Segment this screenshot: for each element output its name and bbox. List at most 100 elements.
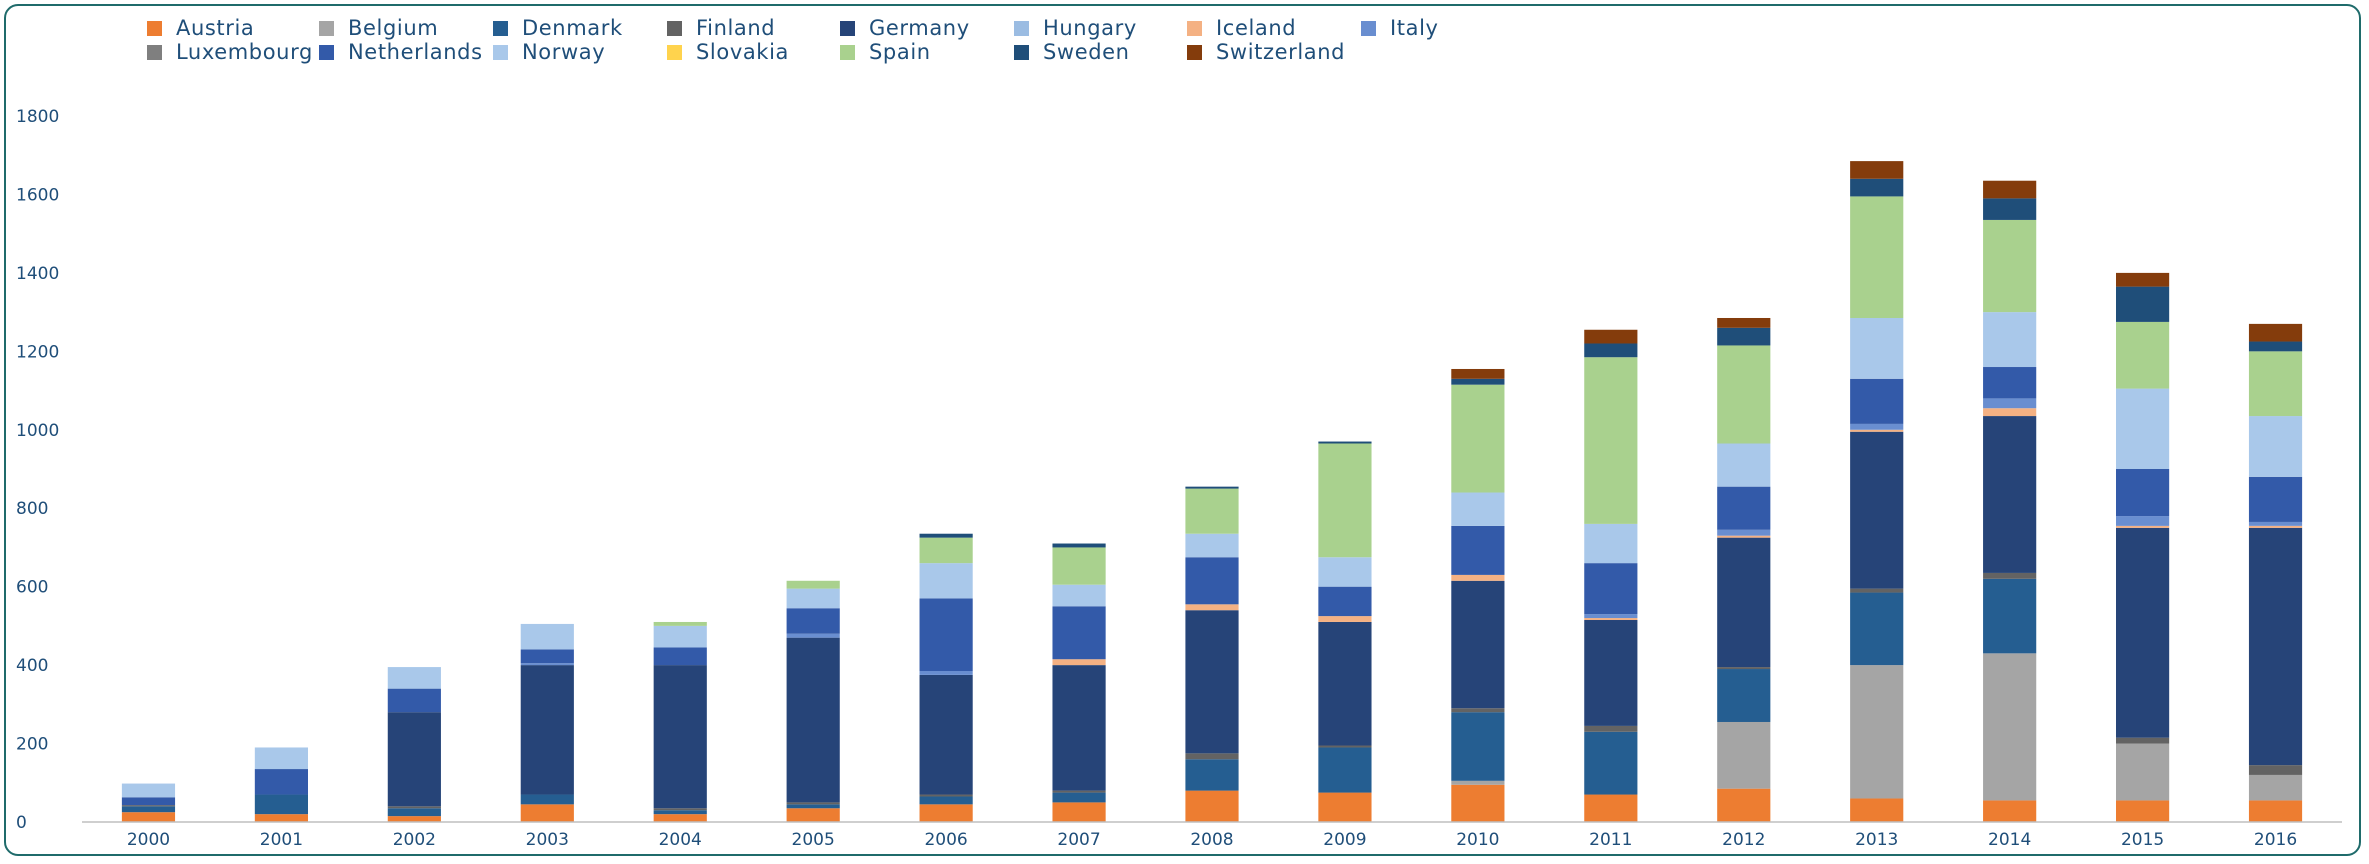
bar-segment-spain-2008 [1185, 488, 1239, 534]
bar-stack-2000 [121, 783, 176, 822]
legend-label-hungary: Hungary [1043, 16, 1137, 40]
legend-swatch-hungary [1014, 20, 1029, 36]
legend-item-germany: Germany [840, 16, 970, 40]
y-tick-label: 400 [16, 656, 48, 676]
bar-segment-norway-2016 [2248, 416, 2303, 477]
bar-segment-norway-2013 [1850, 317, 1904, 379]
bar-segment-norway-2011 [1584, 523, 1638, 564]
bar-segment-italy-2013 [1850, 423, 1904, 430]
bar-segment-belgium-2012 [1717, 721, 1771, 789]
bar-segment-finland-2015 [2116, 737, 2170, 744]
legend-item-netherlands: Netherlands [319, 40, 483, 64]
bar-segment-finland-2016 [2248, 765, 2303, 775]
bar-segment-germany-2005 [786, 637, 840, 803]
bar-segment-spain-2006 [919, 537, 973, 564]
legend-swatch-austria [147, 20, 162, 36]
bar-segment-austria-2000 [121, 812, 176, 822]
legend-swatch-italy [1361, 20, 1376, 36]
bar-segment-netherlands-2003 [520, 649, 574, 664]
x-tick-label: 2003 [526, 830, 569, 850]
bar-segment-spain-2014 [1983, 219, 2037, 313]
bar-segment-spain-2016 [2248, 351, 2303, 417]
legend-item-norway: Norway [493, 40, 605, 64]
legend-swatch-finland [667, 20, 682, 36]
bar-segment-austria-2014 [1983, 800, 2037, 822]
bar-segment-iceland-2008 [1185, 604, 1239, 611]
bar-segment-italy-2016 [2248, 521, 2303, 526]
bar-segment-denmark-2007 [1052, 792, 1106, 803]
bar-segment-sweden-2012 [1717, 327, 1771, 346]
legend-label-slovakia: Slovakia [696, 40, 789, 64]
y-tick-label: 200 [16, 735, 48, 755]
bar-segment-italy-2005 [786, 633, 840, 638]
bar-segment-austria-2013 [1850, 798, 1904, 822]
bar-segment-finland-2009 [1318, 745, 1372, 748]
legend-item-sweden: Sweden [1014, 40, 1130, 64]
legend-item-italy: Italy [1361, 16, 1439, 40]
bar-stack-2008 [1185, 486, 1239, 822]
y-tick-label: 1600 [16, 185, 59, 205]
x-tick-label: 2007 [1057, 830, 1100, 850]
bar-segment-iceland-2016 [2248, 525, 2303, 528]
bar-segment-netherlands-2001 [254, 769, 308, 795]
bar-segment-austria-2016 [2248, 800, 2303, 822]
bar-segment-netherlands-2004 [653, 647, 707, 666]
bar-stack-2005 [786, 580, 840, 822]
bar-segment-belgium-2013 [1850, 665, 1904, 799]
bar-stack-2006 [919, 533, 973, 822]
legend-label-norway: Norway [522, 40, 606, 64]
bar-segment-netherlands-2011 [1584, 563, 1638, 615]
bar-segment-germany-2013 [1850, 431, 1904, 589]
bar-segment-sweden-2016 [2248, 341, 2303, 352]
bar-segment-belgium-2014 [1983, 653, 2037, 801]
bar-segment-austria-2008 [1185, 790, 1239, 822]
legend-swatch-iceland [1187, 20, 1202, 36]
bar-segment-denmark-2003 [520, 794, 574, 805]
bar-stack-2016 [2248, 323, 2303, 822]
bar-segment-netherlands-2005 [786, 608, 840, 634]
legend-item-finland: Finland [667, 16, 775, 40]
bar-segment-spain-2010 [1451, 384, 1505, 493]
bar-segment-netherlands-2016 [2248, 476, 2303, 522]
legend-label-spain: Spain [869, 40, 931, 64]
bar-stack-2014 [1983, 180, 2037, 822]
bar-segment-germany-2012 [1717, 537, 1771, 668]
bar-stack-2002 [387, 667, 441, 822]
bar-segment-austria-2010 [1451, 784, 1505, 822]
legend-item-hungary: Hungary [1014, 16, 1137, 40]
y-axis: 0 200 400 600 800 1000 1200 1400 1600 1800 [16, 107, 59, 833]
bar-segment-finland-2007 [1052, 790, 1106, 793]
legend-label-denmark: Denmark [522, 16, 623, 40]
bar-segment-sweden-2009 [1318, 441, 1372, 444]
legend-swatch-sweden [1014, 44, 1029, 60]
bar-segment-denmark-2005 [786, 804, 840, 809]
bar-segment-germany-2003 [520, 665, 574, 795]
bar-segment-finland-2006 [919, 794, 973, 797]
legend-label-netherlands: Netherlands [348, 40, 483, 64]
bar-segment-netherlands-2010 [1451, 525, 1505, 575]
bar-segment-switzerland-2015 [2116, 272, 2170, 287]
legend-swatch-switzerland [1187, 44, 1202, 60]
bar-segment-italy-2014 [1983, 398, 2037, 409]
bar-segment-germany-2010 [1451, 580, 1505, 709]
x-tick-label: 2001 [260, 830, 303, 850]
bar-segment-sweden-2014 [1983, 198, 2037, 220]
bar-segment-sweden-2008 [1185, 486, 1239, 489]
bar-segment-norway-2015 [2116, 388, 2170, 469]
bar-segment-austria-2011 [1584, 794, 1638, 822]
bar-segment-iceland-2007 [1052, 659, 1106, 666]
bar-segment-finland-2012 [1717, 667, 1771, 670]
bar-segment-finland-2011 [1584, 725, 1638, 732]
y-tick-label: 1200 [16, 342, 59, 362]
legend-item-spain: Spain [840, 40, 931, 64]
bar-segment-norway-2007 [1052, 584, 1106, 607]
bar-segment-switzerland-2011 [1584, 329, 1638, 344]
bar-segment-belgium-2010 [1451, 780, 1505, 785]
bar-segment-germany-2014 [1983, 416, 2037, 573]
y-tick-label: 800 [16, 499, 48, 519]
bar-segment-denmark-2014 [1983, 578, 2037, 654]
bar-segment-italy-2012 [1717, 529, 1771, 536]
legend-item-slovakia: Slovakia [667, 40, 789, 64]
bar-segment-germany-2016 [2248, 527, 2303, 766]
x-tick-label: 2016 [2254, 830, 2297, 850]
